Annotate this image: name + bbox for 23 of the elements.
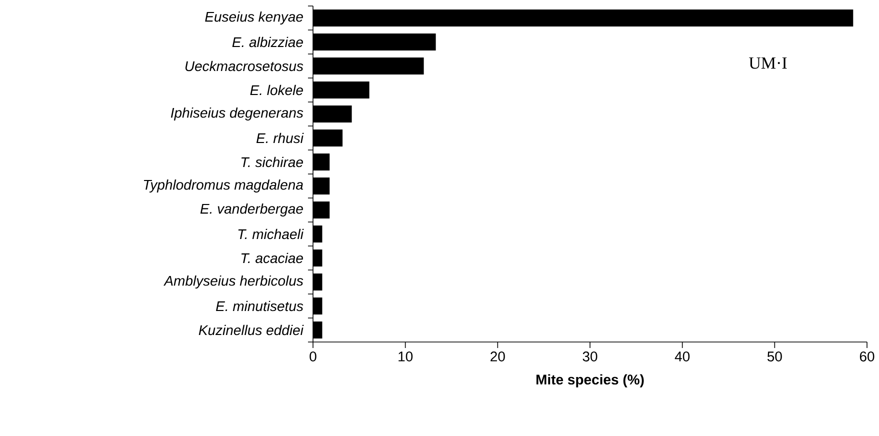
- y-tick-label: Amblyseius herbicolus: [164, 275, 304, 289]
- y-tick-label: E. vanderbergae: [200, 203, 303, 217]
- y-tick-label: Iphiseius degenerans: [170, 107, 304, 121]
- y-tick-label: E. minutisetus: [216, 300, 304, 312]
- y-tick-label: T. sichirae: [241, 156, 303, 168]
- x-tick-label: 10: [398, 352, 413, 362]
- y-tick-label: Euseius kenyae: [205, 11, 303, 25]
- x-tick-label: 20: [490, 352, 505, 362]
- y-tick-label: Kuzinellus eddiei: [198, 324, 304, 336]
- y-tick-label: Typhlodromus magdalena: [144, 179, 303, 193]
- x-tick-label: 40: [674, 352, 690, 362]
- y-tick-label: E. lokele: [250, 84, 303, 96]
- y-tick-label: Ueckmacrosetosus: [185, 60, 304, 72]
- x-tick-label: 30: [582, 352, 598, 362]
- y-tick-label: E. rhusi: [256, 132, 304, 144]
- x-tick-label: 60: [860, 352, 874, 362]
- y-tick-label: T. michaeli: [238, 228, 304, 240]
- x-tick-label: 50: [767, 352, 782, 362]
- x-axis-title: Mite species (%): [536, 374, 644, 388]
- annotation: UM·I: [749, 57, 787, 69]
- y-tick-label: E. albizziae: [232, 36, 303, 48]
- y-tick-label: T. acaciae: [241, 252, 303, 264]
- x-tick-label: 0: [310, 352, 316, 362]
